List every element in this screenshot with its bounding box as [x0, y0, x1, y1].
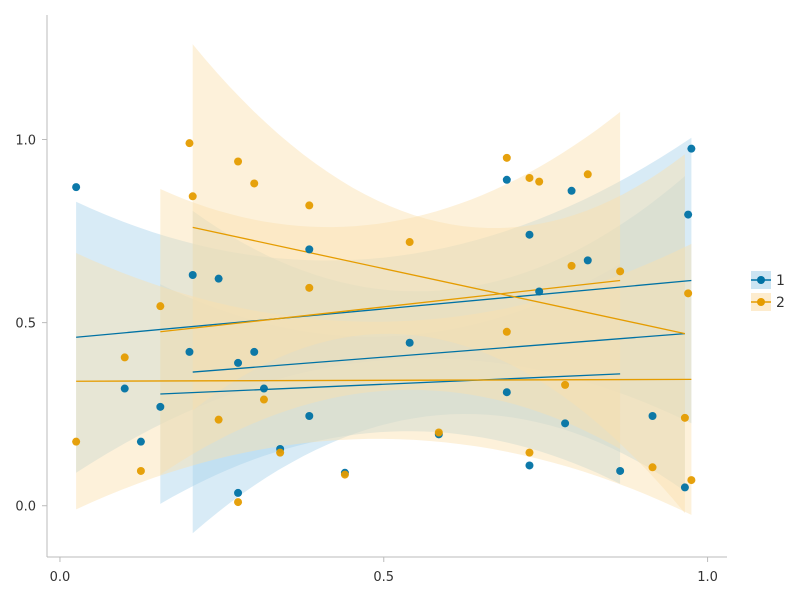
data-point-2-26 — [616, 267, 625, 276]
data-point-2-29 — [684, 289, 693, 298]
data-point-2-27 — [648, 463, 657, 472]
data-point-2-19 — [502, 153, 511, 162]
data-point-2-3 — [136, 466, 145, 475]
data-point-2-15 — [340, 470, 349, 479]
data-point-1-22 — [535, 287, 544, 296]
data-point-2-30 — [687, 476, 696, 485]
x-ticks: 0.0 0.5 1.0 — [50, 557, 718, 585]
fit-line-1-3 — [192, 332, 685, 373]
legend: 1 2 — [751, 271, 785, 311]
legend-label-1: 1 — [776, 273, 785, 289]
data-point-2-21 — [525, 173, 534, 182]
data-point-1-10 — [250, 347, 259, 356]
data-point-1-1 — [72, 183, 81, 192]
data-point-1-16 — [405, 338, 414, 347]
data-point-2-18 — [502, 327, 511, 336]
data-point-2-11 — [259, 395, 268, 404]
data-point-1-5 — [185, 347, 194, 356]
data-point-2-22 — [535, 177, 544, 186]
y-tick-label: 0.5 — [15, 317, 36, 332]
data-point-1-28 — [680, 483, 689, 492]
data-point-1-27 — [648, 412, 657, 421]
fit-line-2-1 — [76, 378, 692, 382]
x-tick-label: 0.0 — [50, 570, 71, 585]
x-tick-label: 0.5 — [373, 570, 394, 585]
data-point-1-26 — [616, 466, 625, 475]
data-point-2-5 — [185, 139, 194, 148]
data-point-2-13 — [305, 283, 314, 292]
data-point-1-24 — [567, 186, 576, 195]
confidence-band-1-1 — [76, 137, 692, 473]
data-point-1-18 — [502, 388, 511, 397]
y-tick-label: 0.0 — [15, 500, 36, 515]
data-point-2-24 — [567, 261, 576, 270]
data-point-1-20 — [525, 461, 534, 470]
y-tick-label: 1.0 — [15, 134, 36, 149]
legend-label-2: 2 — [776, 295, 785, 311]
data-point-2-4 — [156, 302, 165, 311]
x-tick-label: 1.0 — [697, 570, 718, 585]
data-point-1-4 — [156, 402, 165, 411]
data-point-2-23 — [561, 380, 570, 389]
confidence-band-1-3 — [192, 176, 685, 534]
fit-line-1-2 — [160, 373, 621, 395]
data-point-2-6 — [188, 192, 197, 201]
data-point-1-9 — [234, 358, 243, 367]
confidence-band-2-1 — [76, 243, 692, 515]
fit-line-2-3 — [192, 226, 686, 335]
data-point-1-23 — [561, 419, 570, 428]
data-point-1-7 — [214, 274, 223, 283]
data-point-1-6 — [188, 271, 197, 280]
data-point-2-14 — [305, 201, 314, 210]
data-point-1-25 — [583, 256, 592, 265]
data-point-2-12 — [276, 448, 285, 457]
data-point-2-2 — [120, 353, 129, 362]
data-point-1-13 — [305, 412, 314, 421]
legend-marker-2 — [757, 298, 765, 306]
fit-line-1-1 — [76, 279, 692, 338]
data-point-2-25 — [583, 170, 592, 179]
data-point-2-20 — [525, 448, 534, 457]
data-point-2-9 — [234, 157, 243, 166]
data-point-1-21 — [525, 230, 534, 239]
data-point-2-10 — [250, 179, 259, 188]
confidence-band-2-2 — [160, 112, 621, 475]
data-point-1-19 — [502, 175, 511, 184]
legend-marker-1 — [757, 276, 765, 284]
data-point-2-1 — [72, 437, 81, 446]
data-point-1-2 — [120, 384, 129, 393]
data-point-1-3 — [136, 437, 145, 446]
fit-lines — [76, 226, 692, 395]
data-point-1-8 — [234, 488, 243, 497]
data-point-2-17 — [434, 428, 443, 437]
data-point-1-30 — [687, 144, 696, 153]
y-ticks: 0.0 0.5 1.0 — [15, 134, 47, 515]
data-point-1-11 — [259, 384, 268, 393]
data-point-2-8 — [234, 498, 243, 507]
scatter-points — [72, 139, 696, 507]
data-point-1-14 — [305, 245, 314, 254]
data-point-2-16 — [405, 238, 414, 247]
fit-line-2-2 — [160, 279, 621, 333]
confidence-band-2-3 — [192, 44, 685, 514]
data-point-2-28 — [680, 413, 689, 422]
data-point-1-29 — [684, 210, 693, 219]
data-point-2-7 — [214, 415, 223, 424]
